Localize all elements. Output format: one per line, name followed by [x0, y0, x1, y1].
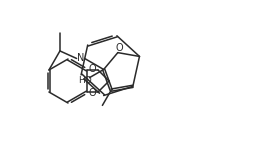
Text: O: O: [88, 64, 96, 74]
Text: O: O: [88, 88, 96, 98]
Text: N: N: [77, 53, 84, 63]
Text: HO: HO: [79, 76, 92, 85]
Text: O: O: [115, 43, 123, 53]
